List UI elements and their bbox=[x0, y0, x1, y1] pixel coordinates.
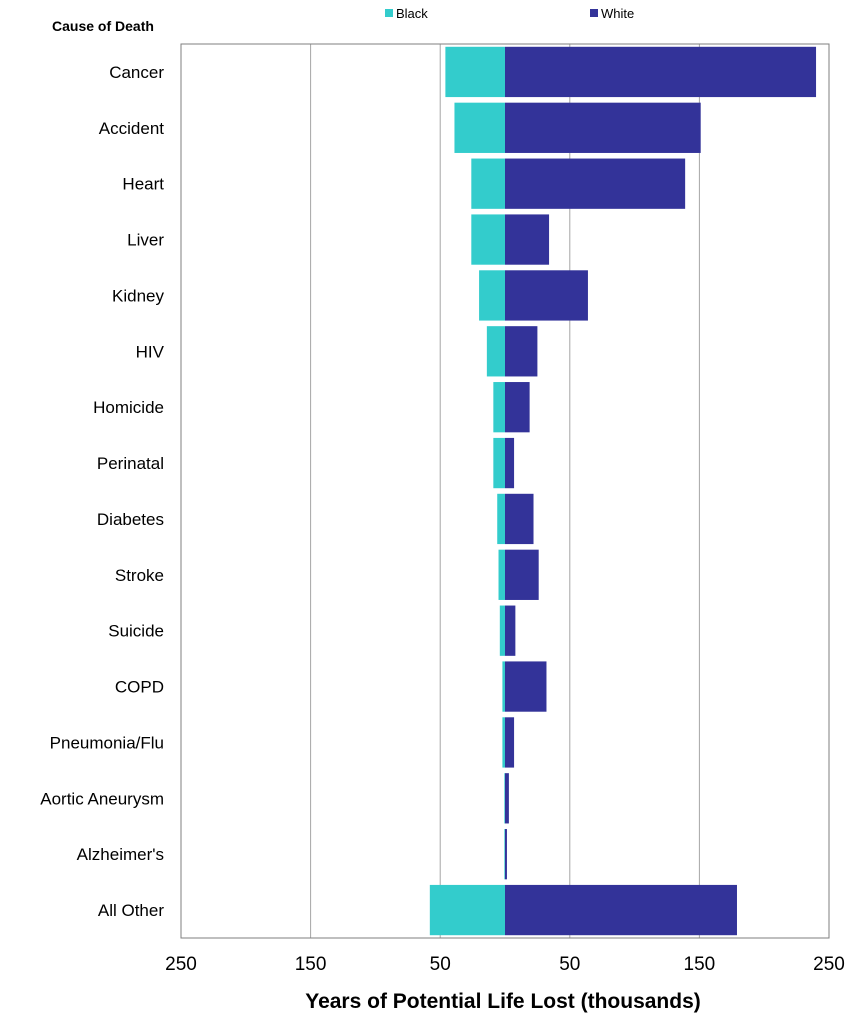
bar-white bbox=[505, 326, 538, 377]
category-label: Stroke bbox=[115, 566, 164, 585]
category-label: Homicide bbox=[93, 398, 164, 417]
bar-black bbox=[504, 829, 505, 880]
bar-white bbox=[505, 717, 515, 768]
bar-black bbox=[504, 773, 505, 824]
bar-black bbox=[479, 270, 505, 321]
plot-frame bbox=[180, 43, 830, 939]
x-tick-label: 250 bbox=[165, 954, 197, 975]
legend-label-white: White bbox=[601, 6, 634, 21]
bar-black bbox=[471, 214, 505, 265]
bar-white bbox=[505, 549, 539, 600]
bar-black bbox=[499, 605, 505, 656]
bars bbox=[429, 46, 817, 936]
bar-white bbox=[505, 493, 534, 545]
bar-white bbox=[505, 661, 547, 712]
bar-white bbox=[505, 773, 509, 824]
category-labels: Cancer Accident Heart Liver Kidney HIV Homicid… bbox=[40, 63, 164, 920]
bar-white bbox=[505, 102, 701, 153]
category-label: Alzheimer's bbox=[77, 845, 164, 864]
x-tick-label: 250 bbox=[813, 954, 845, 975]
legend-swatch-black bbox=[385, 9, 393, 17]
bar-black bbox=[497, 493, 505, 545]
category-label: Heart bbox=[122, 175, 164, 194]
bar-black bbox=[429, 884, 505, 936]
y-axis-title: Cause of Death bbox=[52, 18, 154, 34]
bar-white bbox=[505, 46, 817, 98]
bar-black bbox=[445, 46, 505, 98]
category-label: Accident bbox=[99, 119, 164, 138]
bar-white bbox=[505, 214, 550, 265]
bar-black bbox=[498, 549, 505, 600]
bar-black bbox=[493, 382, 505, 433]
bar-white bbox=[505, 158, 686, 209]
bar-black bbox=[454, 102, 505, 153]
legend: Black White bbox=[385, 6, 634, 21]
x-axis-title: Years of Potential Life Lost (thousands) bbox=[305, 990, 701, 1013]
bar-black bbox=[502, 717, 505, 768]
x-tick-label: 150 bbox=[295, 954, 327, 975]
category-label: Perinatal bbox=[97, 454, 164, 473]
bar-white bbox=[505, 270, 588, 321]
bar-white bbox=[505, 605, 516, 656]
category-label: Cancer bbox=[109, 63, 164, 82]
category-label: Diabetes bbox=[97, 510, 164, 529]
legend-label-black: Black bbox=[396, 6, 428, 21]
category-label: Suicide bbox=[108, 622, 164, 641]
bar-white bbox=[505, 884, 737, 936]
legend-swatch-white bbox=[590, 9, 598, 17]
bar-white bbox=[505, 437, 515, 489]
category-label: Aortic Aneurysm bbox=[40, 789, 164, 808]
x-tick-label: 50 bbox=[559, 954, 580, 975]
bar-black bbox=[502, 661, 505, 712]
bar-white bbox=[505, 829, 507, 880]
category-label: Pneumonia/Flu bbox=[50, 733, 164, 752]
bar-black bbox=[486, 326, 505, 377]
x-tick-label: 150 bbox=[684, 954, 716, 975]
x-tick-label: 50 bbox=[430, 954, 451, 975]
category-label: All Other bbox=[98, 901, 164, 920]
category-label: Kidney bbox=[112, 286, 164, 305]
category-label: COPD bbox=[115, 678, 164, 697]
bar-black bbox=[493, 437, 505, 489]
bar-white bbox=[505, 382, 530, 433]
category-label: Liver bbox=[127, 231, 164, 250]
category-label: HIV bbox=[136, 342, 165, 361]
x-tick-labels: 250 150 50 50 150 250 bbox=[165, 954, 845, 975]
bar-black bbox=[471, 158, 505, 209]
